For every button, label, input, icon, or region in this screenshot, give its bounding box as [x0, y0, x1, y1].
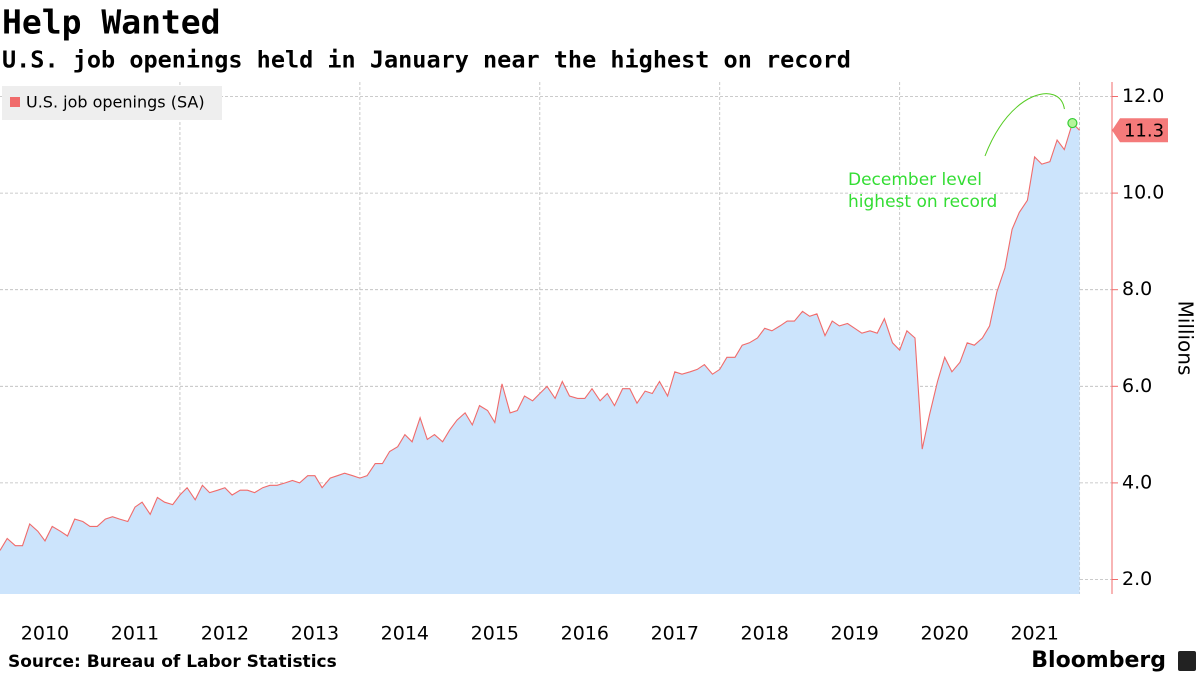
x-tick-label: 2016	[561, 623, 609, 645]
x-tick-label: 2010	[21, 623, 69, 645]
highlight-point	[1067, 117, 1078, 129]
y-tick-label: 6.0	[1122, 375, 1152, 397]
chart-subtitle: U.S. job openings held in January near t…	[2, 46, 851, 74]
x-tick-label: 2012	[201, 623, 249, 645]
x-tick-label: 2018	[741, 623, 789, 645]
plot: 11.3 U.S. job openings (SA) December level…	[0, 82, 1198, 645]
annotation: December level	[848, 170, 982, 190]
legend-swatch	[10, 97, 20, 107]
source: Source: Bureau of Labor Statistics	[8, 652, 337, 672]
y-tick-label: 12.0	[1122, 85, 1164, 107]
y-axis-label: Millions	[1174, 301, 1198, 376]
y-tick-label: 4.0	[1122, 471, 1152, 493]
last-value-label: 11.3	[1124, 120, 1164, 141]
legend-box	[2, 86, 222, 120]
x-tick-label: 2011	[111, 623, 159, 645]
annotation: highest on record	[848, 192, 997, 212]
x-tick-label: 2013	[291, 623, 339, 645]
x-tick-label: 2014	[381, 623, 429, 645]
last-value-tag	[1112, 118, 1168, 143]
x-tick-label: 2015	[471, 623, 519, 645]
brand-icon	[1178, 651, 1196, 671]
line	[0, 122, 1080, 551]
x-tick-label: 2017	[651, 623, 699, 645]
area	[0, 123, 1080, 594]
y-tick-label: 2.0	[1122, 568, 1152, 590]
x-tick-label: 2021	[1010, 623, 1058, 645]
brand: Bloomberg	[1031, 648, 1166, 673]
chart-title: Help Wanted	[2, 3, 221, 42]
y-tick-label: 10.0	[1122, 182, 1164, 204]
y-tick-label: 8.0	[1122, 278, 1152, 300]
x-tick-label: 2019	[831, 623, 879, 645]
legend-label: U.S. job openings (SA)	[26, 93, 205, 112]
annotation-arrow	[984, 93, 1065, 157]
x-tick-label: 2020	[920, 623, 968, 645]
